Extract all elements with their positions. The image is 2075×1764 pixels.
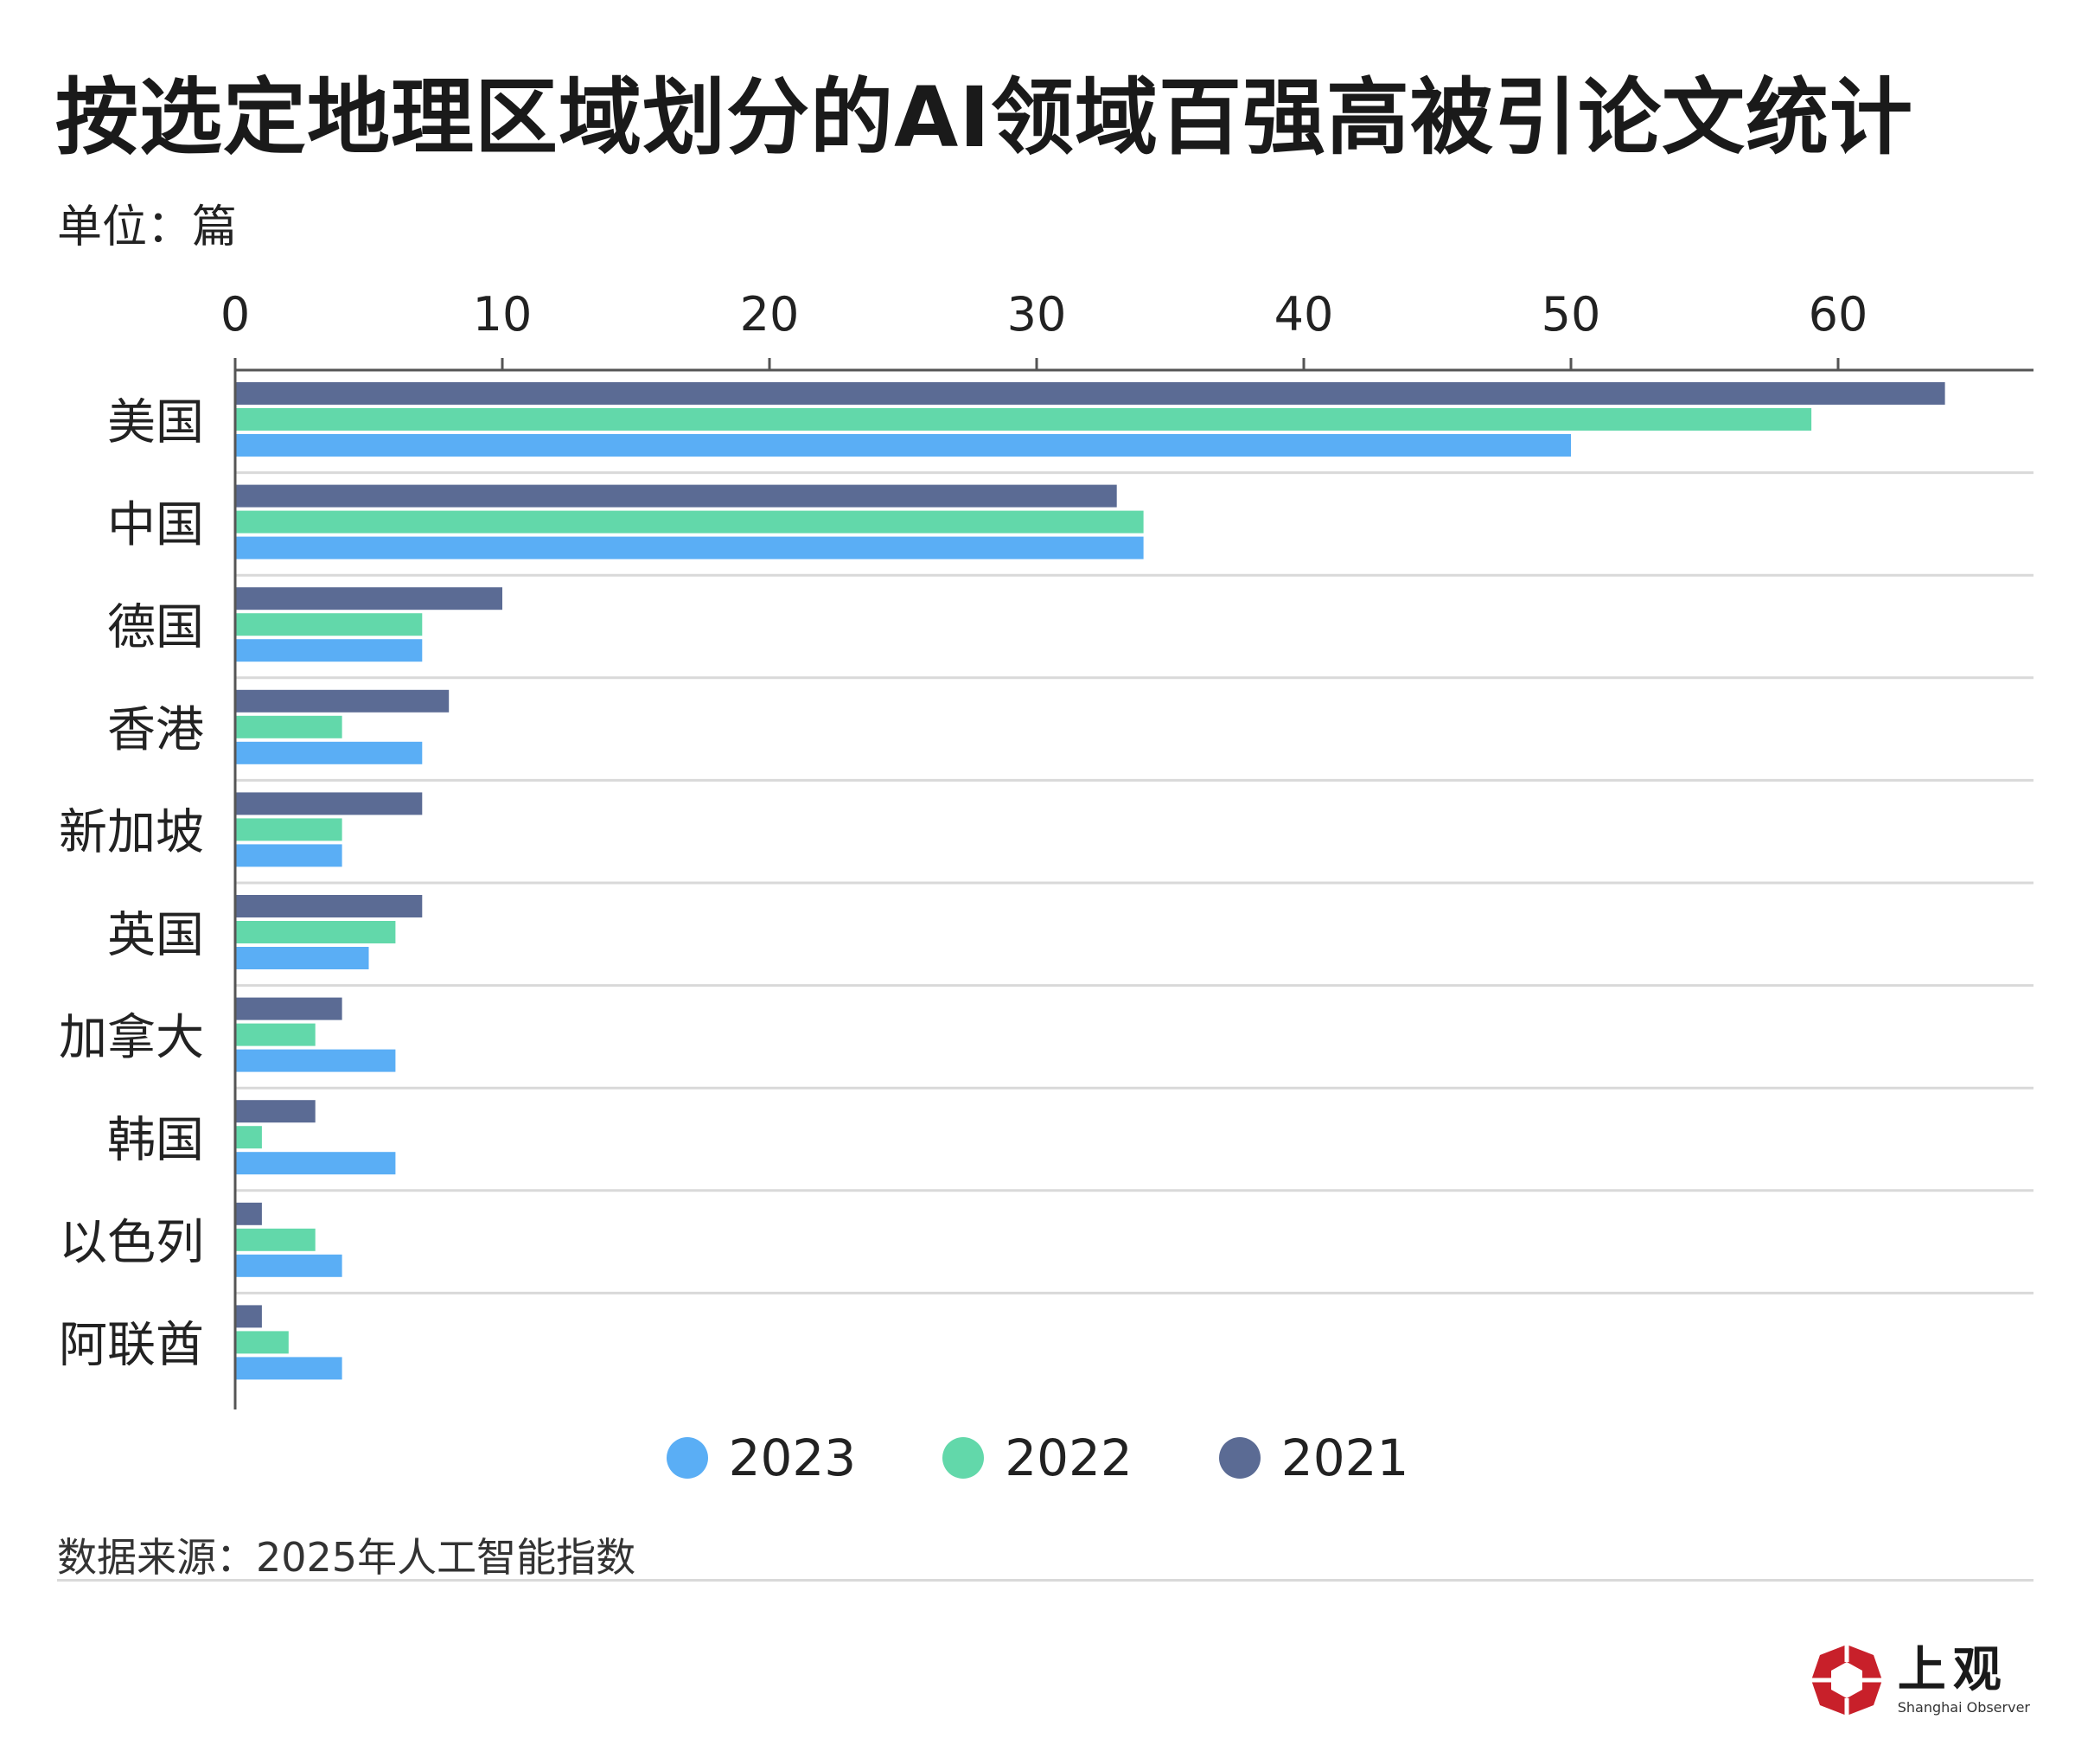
category-label: 加拿大 bbox=[59, 1010, 204, 1066]
x-tick-label: 20 bbox=[740, 287, 800, 342]
bar-2022 bbox=[235, 613, 423, 636]
bar-2022 bbox=[235, 1331, 289, 1354]
category-label: 中国 bbox=[107, 497, 204, 553]
bar-2022 bbox=[235, 1126, 262, 1149]
x-tick-label: 0 bbox=[220, 287, 250, 342]
brand-name-en: Shanghai Observer bbox=[1897, 1698, 2030, 1716]
bar-2021 bbox=[235, 792, 423, 815]
data-source: 数据来源：2025年人工智能指数 bbox=[57, 1534, 636, 1581]
bar-2023 bbox=[235, 434, 1571, 457]
bar-2022 bbox=[235, 408, 1812, 431]
bar-2022 bbox=[235, 510, 1144, 534]
bar-2023 bbox=[235, 639, 423, 662]
bar-2021 bbox=[235, 1305, 262, 1328]
x-tick-label: 10 bbox=[473, 287, 533, 342]
bar-2021 bbox=[235, 689, 450, 713]
source-divider bbox=[57, 1579, 2034, 1582]
bar-2021 bbox=[235, 587, 502, 610]
bar-2023 bbox=[235, 1049, 396, 1072]
category-label: 阿联酋 bbox=[59, 1318, 204, 1374]
legend-swatch bbox=[666, 1437, 708, 1479]
bar-2023 bbox=[235, 536, 1144, 559]
legend-label: 2021 bbox=[1280, 1428, 1409, 1487]
chart-title: 按选定地理区域划分的AI领域百强高被引论文统计 bbox=[55, 69, 1914, 166]
bar-2022 bbox=[235, 1228, 316, 1251]
bar-2022 bbox=[235, 1023, 316, 1046]
bar-2022 bbox=[235, 715, 342, 738]
unit-label: 单位：篇 bbox=[57, 201, 238, 253]
bar-2022 bbox=[235, 818, 342, 841]
category-label: 以色列 bbox=[59, 1215, 204, 1271]
category-label: 英国 bbox=[107, 907, 204, 963]
x-tick-label: 40 bbox=[1274, 287, 1334, 342]
legend-label: 2023 bbox=[728, 1428, 857, 1487]
brand-logo: 上观 Shanghai Observer bbox=[1808, 1641, 2030, 1719]
bar-2023 bbox=[235, 844, 342, 867]
legend: 2023 2022 2021 bbox=[0, 1428, 2075, 1487]
x-tick-label: 30 bbox=[1007, 287, 1067, 342]
bar-2023 bbox=[235, 947, 369, 969]
bar-2023 bbox=[235, 1357, 342, 1380]
legend-label: 2022 bbox=[1005, 1428, 1133, 1487]
legend-swatch bbox=[942, 1437, 985, 1479]
bar-2021 bbox=[235, 1202, 262, 1225]
legend-swatch bbox=[1218, 1437, 1261, 1479]
shanghai-observer-logo-icon bbox=[1810, 1645, 1882, 1716]
legend-item-2023: 2023 bbox=[666, 1428, 857, 1487]
category-label: 新加坡 bbox=[59, 805, 204, 861]
brand-name-cn: 上观 bbox=[1897, 1640, 2008, 1698]
legend-item-2022: 2022 bbox=[942, 1428, 1133, 1487]
category-label: 美国 bbox=[107, 394, 204, 451]
bar-2023 bbox=[235, 1254, 342, 1277]
bar-2021 bbox=[235, 484, 1117, 508]
bar-2021 bbox=[235, 997, 342, 1020]
bar-2021 bbox=[235, 895, 423, 917]
category-label: 韩国 bbox=[107, 1113, 204, 1169]
legend-item-2021: 2021 bbox=[1218, 1428, 1409, 1487]
bar-2021 bbox=[235, 382, 1945, 405]
x-tick-label: 50 bbox=[1542, 287, 1601, 342]
bar-2021 bbox=[235, 1100, 316, 1123]
category-label: 德国 bbox=[107, 600, 204, 656]
bar-2023 bbox=[235, 1152, 396, 1175]
bar-2023 bbox=[235, 741, 423, 764]
bar-2022 bbox=[235, 921, 396, 943]
category-label: 香港 bbox=[107, 702, 204, 758]
x-tick-label: 60 bbox=[1809, 287, 1868, 342]
